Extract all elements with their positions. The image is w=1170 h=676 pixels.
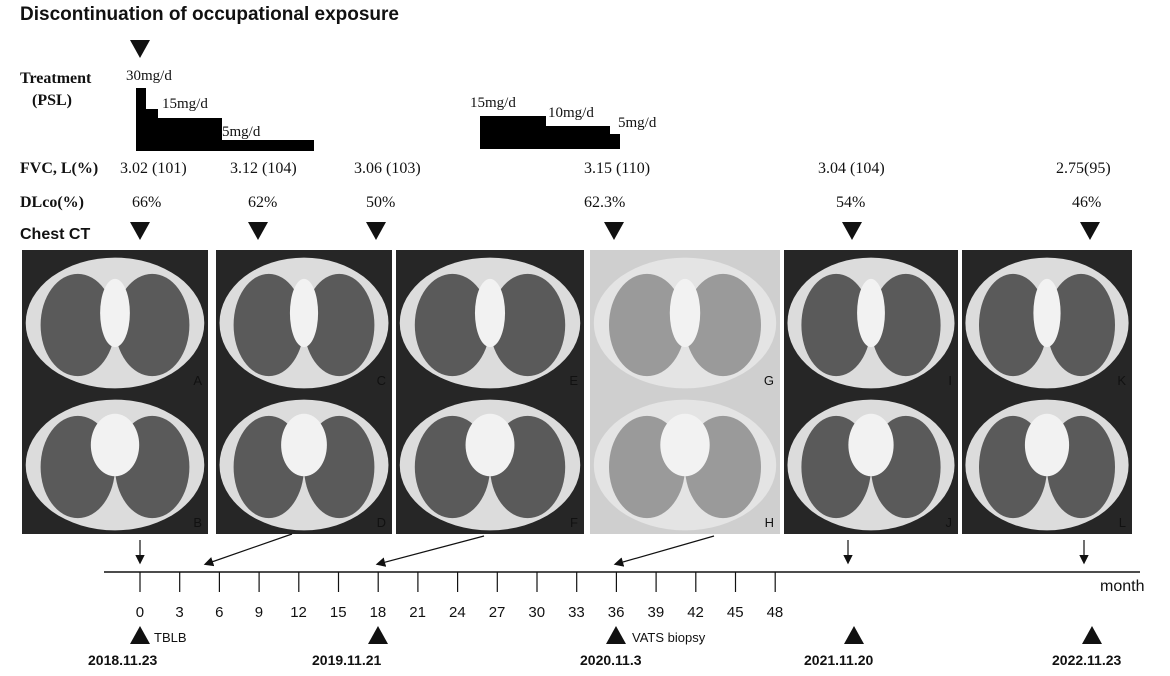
dose-bar — [546, 126, 610, 149]
dlco-value: 66% — [132, 194, 162, 211]
tick-label: 15 — [329, 604, 347, 621]
ct-image: G — [590, 250, 780, 392]
dlco-label: DLco(%) — [20, 194, 84, 211]
ct-panel-letter: B — [193, 515, 202, 530]
fvc-value: 3.04 (104) — [818, 160, 885, 177]
tick-label: 18 — [369, 604, 387, 621]
date-label: 2019.11.21 — [312, 652, 382, 668]
fvc-value: 3.02 (101) — [120, 160, 187, 177]
dlco-value: 54% — [836, 194, 866, 211]
ct-image: K — [962, 250, 1132, 392]
date-label: 2020.11.3 — [580, 652, 642, 668]
ct-image: J — [784, 392, 958, 534]
ct-panel-letter: I — [948, 373, 952, 388]
chest-ct-label: Chest CT — [20, 226, 91, 243]
dlco-value: 46% — [1072, 194, 1102, 211]
procedure-marker — [844, 626, 864, 644]
tick-label: 9 — [254, 604, 264, 621]
dlco-value: 50% — [366, 194, 396, 211]
fvc-value: 3.06 (103) — [354, 160, 421, 177]
tick-label: 33 — [568, 604, 585, 621]
procedure-label-tblb: TBLB — [154, 630, 187, 645]
figure-title: Discontinuation of occupational exposure — [20, 4, 399, 25]
dose-label: 5mg/d — [618, 115, 657, 131]
month-unit-label: month — [1100, 578, 1145, 595]
dose-label: 10mg/d — [548, 105, 594, 121]
fvc-value: 2.75(95) — [1056, 160, 1111, 177]
ct-image: B — [22, 392, 208, 534]
ct-timepoint-arrow — [203, 533, 293, 567]
ct-panel-letter: K — [1117, 373, 1126, 388]
date-label: 2022.11.23 — [1052, 652, 1122, 668]
tick-label: 27 — [488, 604, 506, 621]
date-label: 2018.11.23 — [88, 652, 158, 668]
tick-label: 42 — [687, 604, 704, 621]
tick-label: 30 — [528, 604, 546, 621]
dose-label: 30mg/d — [126, 68, 172, 84]
ct-marker — [366, 222, 386, 240]
ct-marker — [1080, 222, 1100, 240]
dose-label: 5mg/d — [222, 124, 261, 140]
ct-marker — [604, 222, 624, 240]
ct-image: A — [22, 250, 208, 392]
dose-bar — [136, 88, 146, 151]
procedure-marker — [1082, 626, 1102, 644]
exposure-stop-marker — [130, 40, 150, 58]
ct-panel-letter: H — [764, 515, 774, 530]
ct-image: C — [216, 250, 392, 392]
tick-label: 21 — [409, 604, 426, 621]
ct-panel-letter: D — [376, 515, 386, 530]
date-label: 2021.11.20 — [804, 652, 874, 668]
tick-label: 45 — [726, 604, 744, 621]
ct-timepoint-arrow — [613, 535, 715, 567]
dose-bar — [158, 118, 222, 151]
treatment-sublabel: (PSL) — [32, 92, 72, 109]
tick-label: 24 — [449, 604, 466, 621]
procedure-label-vats: VATS biopsy — [632, 630, 706, 645]
tick-label: 0 — [135, 604, 145, 621]
ct-panel-letter: E — [569, 373, 578, 388]
ct-image: F — [396, 392, 584, 534]
ct-panel-letter: J — [945, 515, 953, 530]
ct-image: D — [216, 392, 392, 534]
ct-timepoint-arrow — [375, 535, 485, 567]
ct-image: E — [396, 250, 584, 392]
dose-bar — [146, 109, 158, 151]
ct-image: I — [784, 250, 958, 392]
ct-panel-letter: F — [570, 515, 578, 530]
tick-label: 39 — [647, 604, 665, 621]
ct-panel-letter: C — [376, 373, 386, 388]
ct-marker — [130, 222, 150, 240]
dlco-value: 62.3% — [584, 194, 626, 211]
fvc-label: FVC, L(%) — [20, 160, 99, 177]
dose-label: 15mg/d — [162, 96, 208, 112]
ct-panel-letter: G — [763, 373, 774, 388]
dose-bar — [222, 140, 314, 151]
procedure-marker — [368, 626, 388, 644]
ct-marker — [248, 222, 268, 240]
fvc-value: 3.15 (110) — [584, 160, 651, 177]
ct-marker — [842, 222, 862, 240]
dose-label: 15mg/d — [470, 95, 516, 111]
treatment-label: Treatment — [20, 70, 92, 87]
tick-label: 6 — [215, 604, 224, 621]
dose-bar — [610, 134, 620, 149]
tick-label: 48 — [766, 604, 784, 621]
tick-label: 36 — [607, 604, 625, 621]
tick-label: 3 — [175, 604, 184, 621]
ct-panel-letter: A — [193, 373, 202, 388]
procedure-marker — [606, 626, 626, 644]
tick-label: 12 — [290, 604, 307, 621]
ct-image: H — [590, 392, 780, 534]
dose-bar — [480, 116, 546, 149]
fvc-value: 3.12 (104) — [230, 160, 297, 177]
procedure-marker — [130, 626, 150, 644]
dlco-value: 62% — [248, 194, 278, 211]
ct-panel-letter: L — [1118, 515, 1126, 530]
ct-image: L — [962, 392, 1132, 534]
